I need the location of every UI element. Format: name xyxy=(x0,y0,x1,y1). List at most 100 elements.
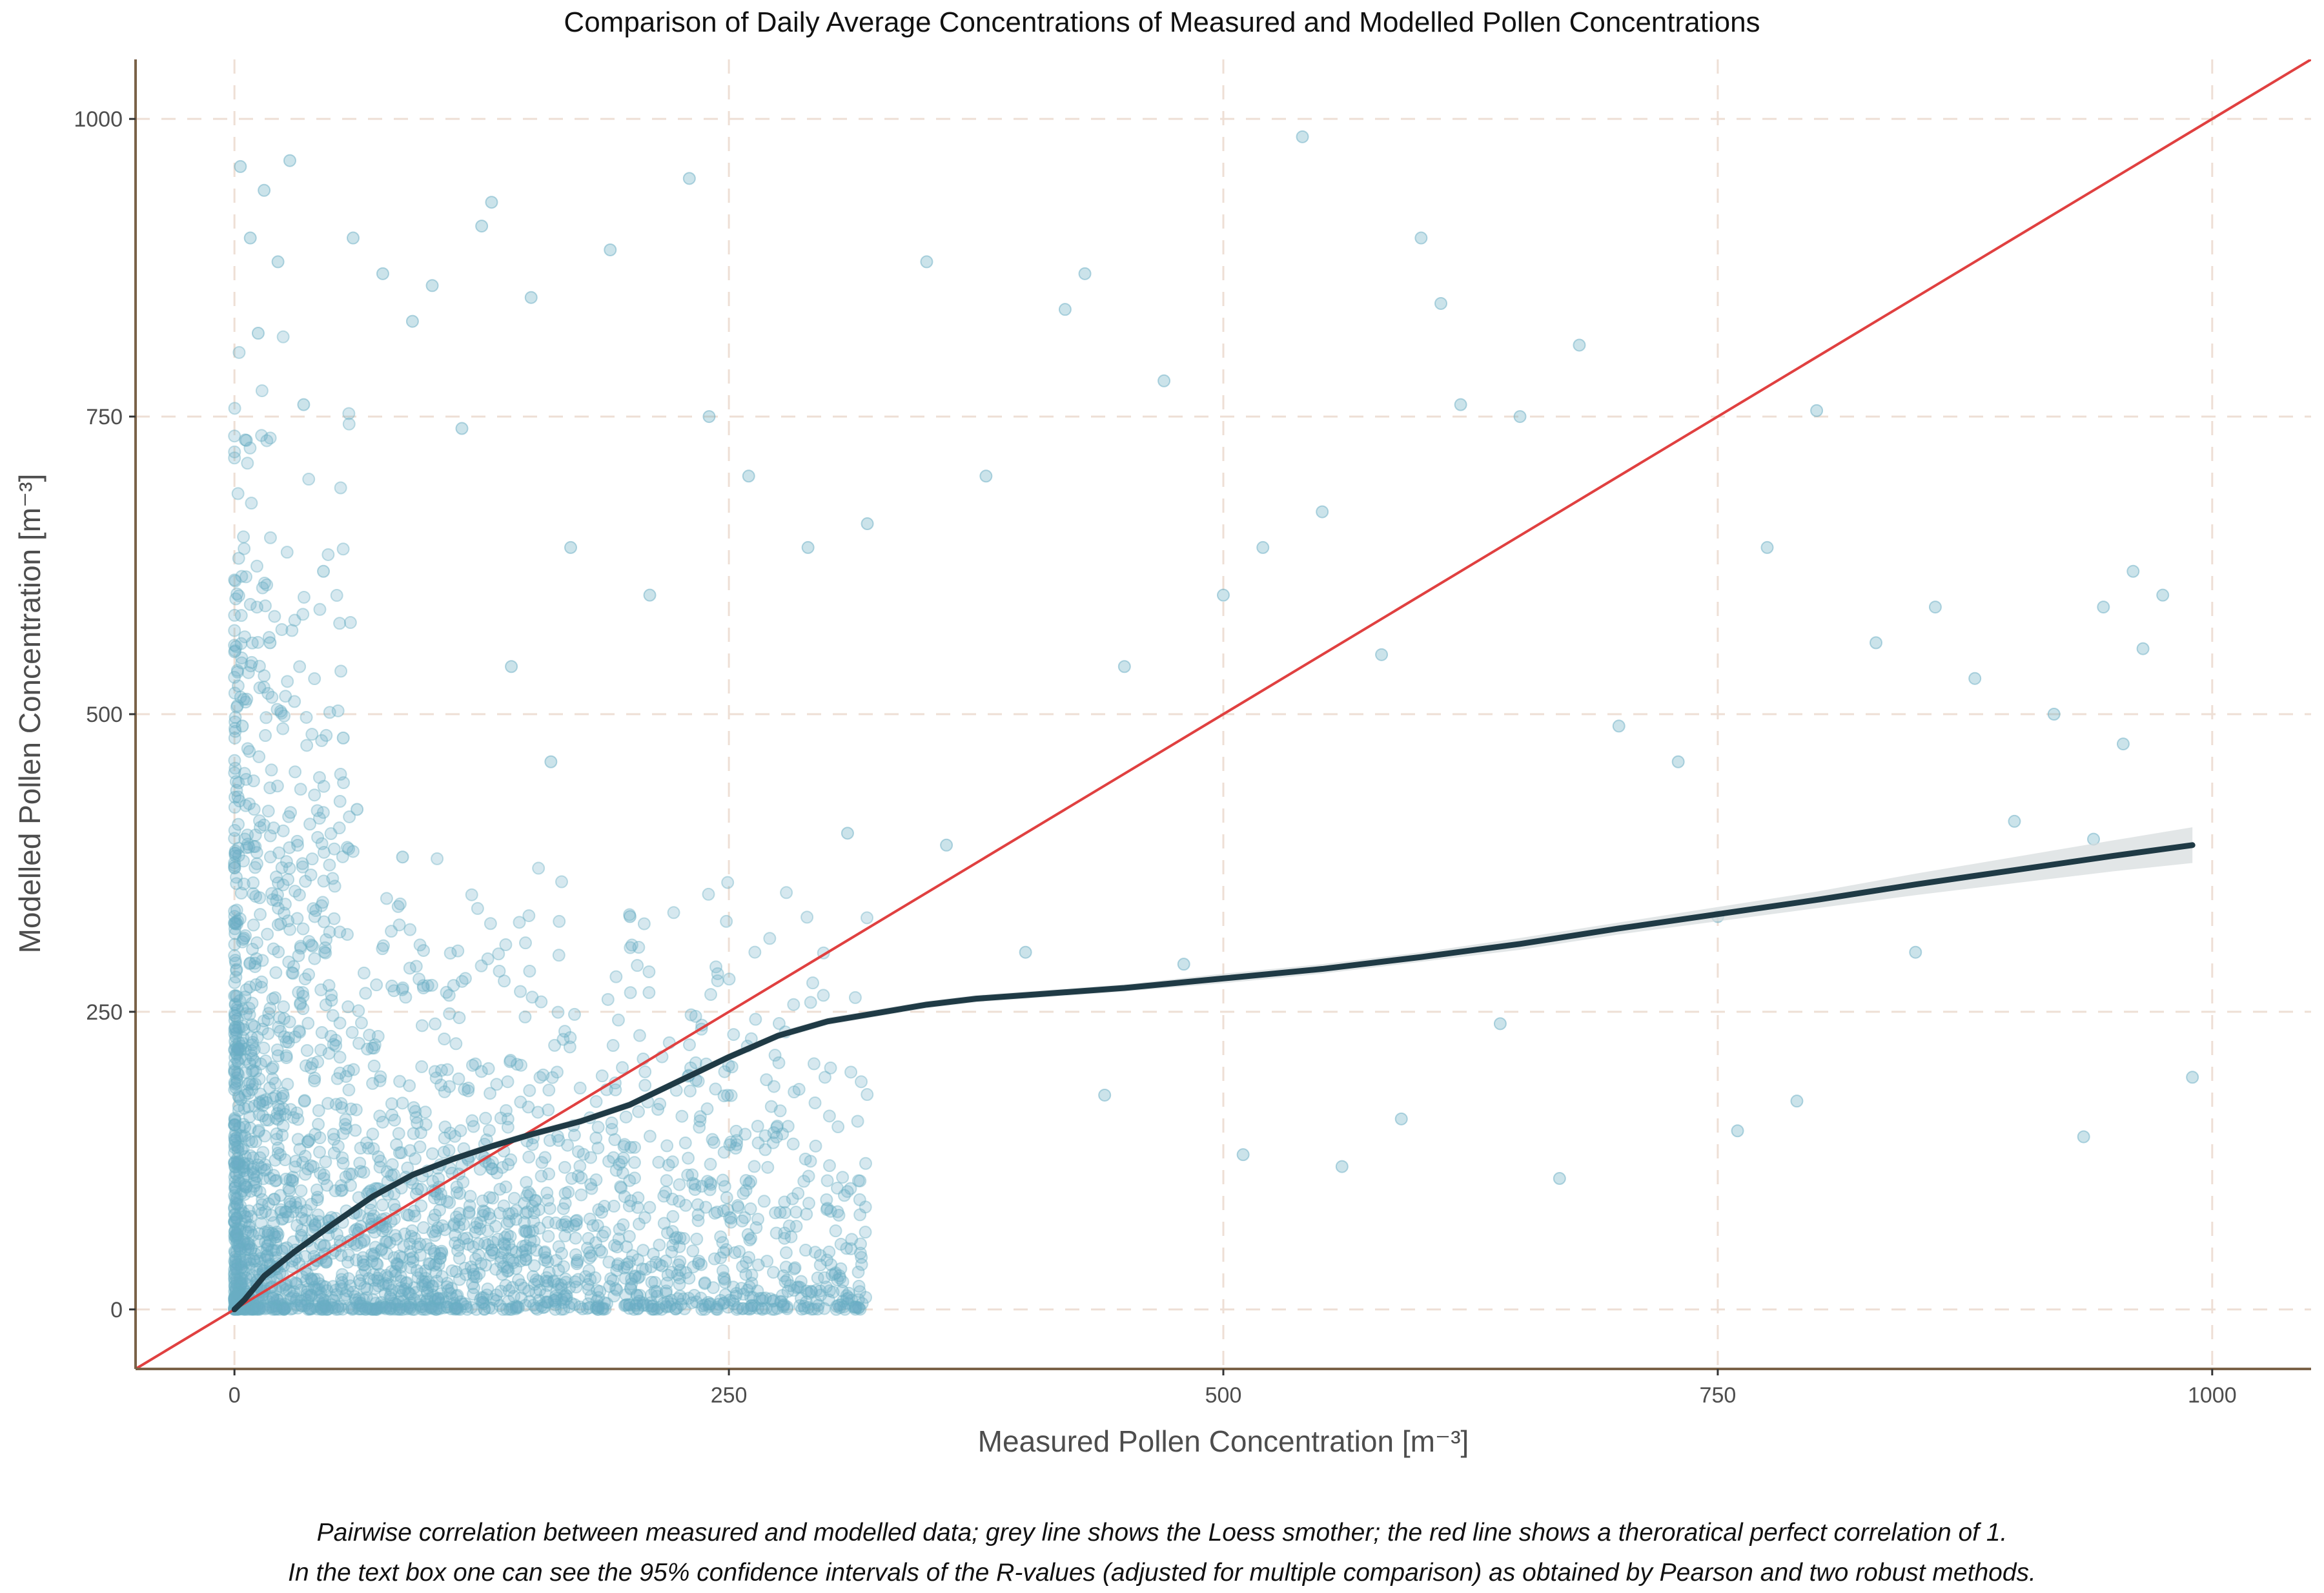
data-point xyxy=(474,1257,488,1270)
data-point xyxy=(718,1272,731,1286)
data-point xyxy=(231,790,245,803)
data-point xyxy=(806,976,819,990)
data-point xyxy=(1810,404,1824,417)
data-point xyxy=(618,1271,632,1285)
data-point xyxy=(509,1300,523,1314)
data-point xyxy=(336,542,350,556)
data-point xyxy=(340,841,354,854)
data-point xyxy=(561,1138,575,1152)
data-point xyxy=(234,1129,247,1143)
data-point xyxy=(489,1288,503,1302)
data-point xyxy=(598,1226,611,1239)
data-point xyxy=(229,1160,242,1174)
data-point xyxy=(247,774,260,788)
data-point xyxy=(628,1140,642,1154)
data-point xyxy=(229,844,242,858)
data-point xyxy=(234,1222,247,1236)
data-point xyxy=(841,827,854,840)
data-point xyxy=(296,986,309,1000)
data-point xyxy=(344,1102,358,1116)
data-point xyxy=(258,669,271,683)
data-point xyxy=(230,587,244,601)
data-point xyxy=(447,1218,461,1232)
data-point xyxy=(230,1262,243,1275)
data-point xyxy=(245,1135,259,1149)
data-point xyxy=(228,1065,241,1078)
data-point xyxy=(686,1244,700,1258)
data-point xyxy=(305,1057,319,1071)
data-point xyxy=(249,1299,262,1313)
data-point xyxy=(411,1240,424,1254)
data-points xyxy=(228,130,2199,1316)
data-point xyxy=(305,852,319,866)
data-point xyxy=(583,1212,596,1226)
data-point xyxy=(702,410,716,424)
data-point xyxy=(502,1284,516,1297)
data-point xyxy=(395,1251,409,1264)
data-point xyxy=(638,1065,652,1078)
data-point xyxy=(400,1277,413,1290)
data-point xyxy=(393,897,407,910)
data-point xyxy=(425,1280,439,1293)
data-point xyxy=(233,1242,247,1256)
data-point xyxy=(429,1266,443,1279)
data-point xyxy=(668,1232,682,1246)
data-point xyxy=(298,1095,311,1108)
data-point xyxy=(272,945,285,959)
data-point xyxy=(334,664,348,678)
data-point xyxy=(228,916,241,930)
data-point xyxy=(456,1175,470,1189)
data-point xyxy=(292,985,305,999)
data-point xyxy=(234,1272,247,1286)
data-point xyxy=(283,1173,297,1186)
data-point xyxy=(418,1105,432,1119)
data-point xyxy=(243,1218,256,1232)
data-point xyxy=(573,1160,587,1173)
data-point xyxy=(685,1296,698,1310)
data-point xyxy=(414,1300,428,1313)
data-point xyxy=(233,1207,247,1220)
data-point xyxy=(263,1081,276,1095)
data-point xyxy=(551,1005,565,1019)
data-point xyxy=(667,906,680,920)
data-point xyxy=(267,1228,281,1242)
data-point xyxy=(317,564,331,578)
data-point xyxy=(582,1282,595,1296)
data-point xyxy=(414,1294,427,1308)
data-point xyxy=(542,1266,556,1279)
data-point xyxy=(627,1156,641,1169)
data-point xyxy=(232,1166,246,1179)
data-point xyxy=(780,886,793,899)
data-point xyxy=(824,1258,838,1271)
data-point xyxy=(709,960,723,974)
data-point xyxy=(311,830,325,844)
data-point xyxy=(294,783,307,796)
data-point xyxy=(1928,601,1942,614)
data-point xyxy=(636,1299,649,1312)
data-point xyxy=(703,1183,717,1197)
data-point xyxy=(679,1266,693,1279)
data-point xyxy=(374,1296,388,1310)
data-point xyxy=(286,1175,300,1188)
data-point xyxy=(453,1011,466,1025)
data-point xyxy=(328,1301,341,1315)
data-point xyxy=(726,1294,740,1308)
data-point xyxy=(657,1217,671,1230)
data-point xyxy=(749,1012,762,1026)
data-point xyxy=(591,1302,605,1316)
data-point xyxy=(620,1298,633,1311)
data-point xyxy=(504,1054,517,1067)
data-point xyxy=(246,1269,260,1282)
data-point xyxy=(312,1277,326,1290)
data-point xyxy=(682,1151,695,1165)
data-point xyxy=(246,1162,260,1176)
data-point xyxy=(1058,303,1072,316)
data-point xyxy=(237,1023,250,1036)
data-point xyxy=(236,719,249,733)
data-point xyxy=(801,540,815,554)
data-point xyxy=(759,1291,772,1305)
data-point xyxy=(405,1224,419,1238)
data-point xyxy=(415,1302,429,1316)
data-point xyxy=(821,1202,834,1215)
data-point xyxy=(387,1198,401,1211)
